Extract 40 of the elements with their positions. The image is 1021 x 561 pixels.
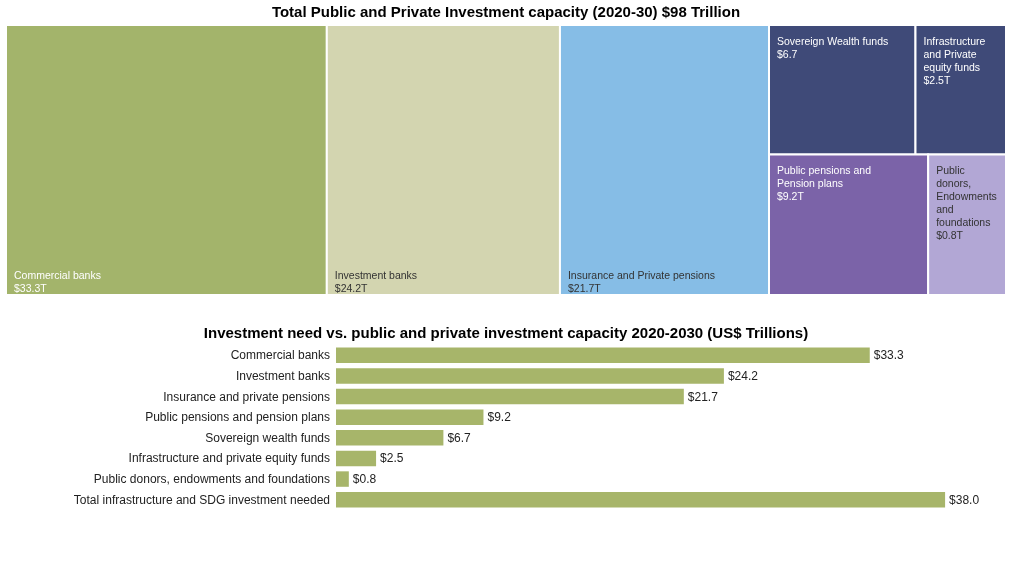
y-tick-label: Public donors, endowments and foundations bbox=[93, 472, 330, 487]
y-tick-label: Public pensions and pension plans bbox=[145, 410, 330, 425]
bar bbox=[336, 471, 349, 487]
data-label: $38.0 bbox=[949, 492, 980, 507]
category-label: Sovereign Wealth funds bbox=[777, 35, 889, 47]
text: Total Public and Private Investment capacity (2020-30) $98 Trillion bbox=[271, 3, 741, 20]
bar bbox=[336, 388, 684, 405]
y-tick-label: Total infrastructure and SDG investment needed bbox=[73, 492, 330, 507]
category-label: Infrastructure and Private equity funds bbox=[923, 35, 986, 73]
data-label: $2.5T bbox=[923, 74, 951, 86]
bar bbox=[336, 368, 724, 384]
data-label: $33.3T bbox=[14, 282, 48, 294]
data-label: $24.2T bbox=[334, 282, 369, 294]
y-tick-label: Commercial banks bbox=[230, 348, 330, 363]
data-label: $6.7 bbox=[447, 430, 472, 445]
data-label: $9.2T bbox=[777, 190, 805, 203]
bar bbox=[336, 347, 870, 364]
bar bbox=[336, 450, 377, 467]
y-tick-label: Infrastructure and private equity funds bbox=[128, 451, 330, 466]
data-label: $9.2 bbox=[487, 410, 512, 425]
chart-title: Investment need vs. public and private investment capacity 2020-2030 (US$ Trillions) bbox=[203, 324, 809, 341]
data-label: $0.8 bbox=[352, 472, 377, 487]
y-tick-label: Insurance and private pensions bbox=[163, 389, 330, 404]
data-label: $2.5 bbox=[380, 451, 404, 466]
y-tick-label: Sovereign wealth funds bbox=[205, 430, 330, 445]
category-label: Commercial banks bbox=[14, 269, 101, 281]
data-label: $6.7 bbox=[777, 48, 798, 60]
data-label: $0.8T bbox=[936, 229, 964, 242]
data-label: $24.2 bbox=[727, 368, 759, 383]
category-label: Public pensions and Pension plans bbox=[777, 164, 872, 190]
data-label: $33.3 bbox=[873, 348, 905, 363]
bar bbox=[336, 491, 946, 508]
category-label: Public donors, Endowments and foundations bbox=[936, 164, 997, 229]
category-label: Investment banks bbox=[334, 269, 418, 281]
bar bbox=[336, 430, 444, 446]
data-label: $21.7 bbox=[687, 389, 719, 404]
bar bbox=[336, 409, 484, 425]
category-label: Insurance and Private pensions bbox=[567, 269, 716, 281]
data-label: $21.7T bbox=[567, 282, 602, 294]
y-tick-label: Investment banks bbox=[235, 368, 330, 383]
